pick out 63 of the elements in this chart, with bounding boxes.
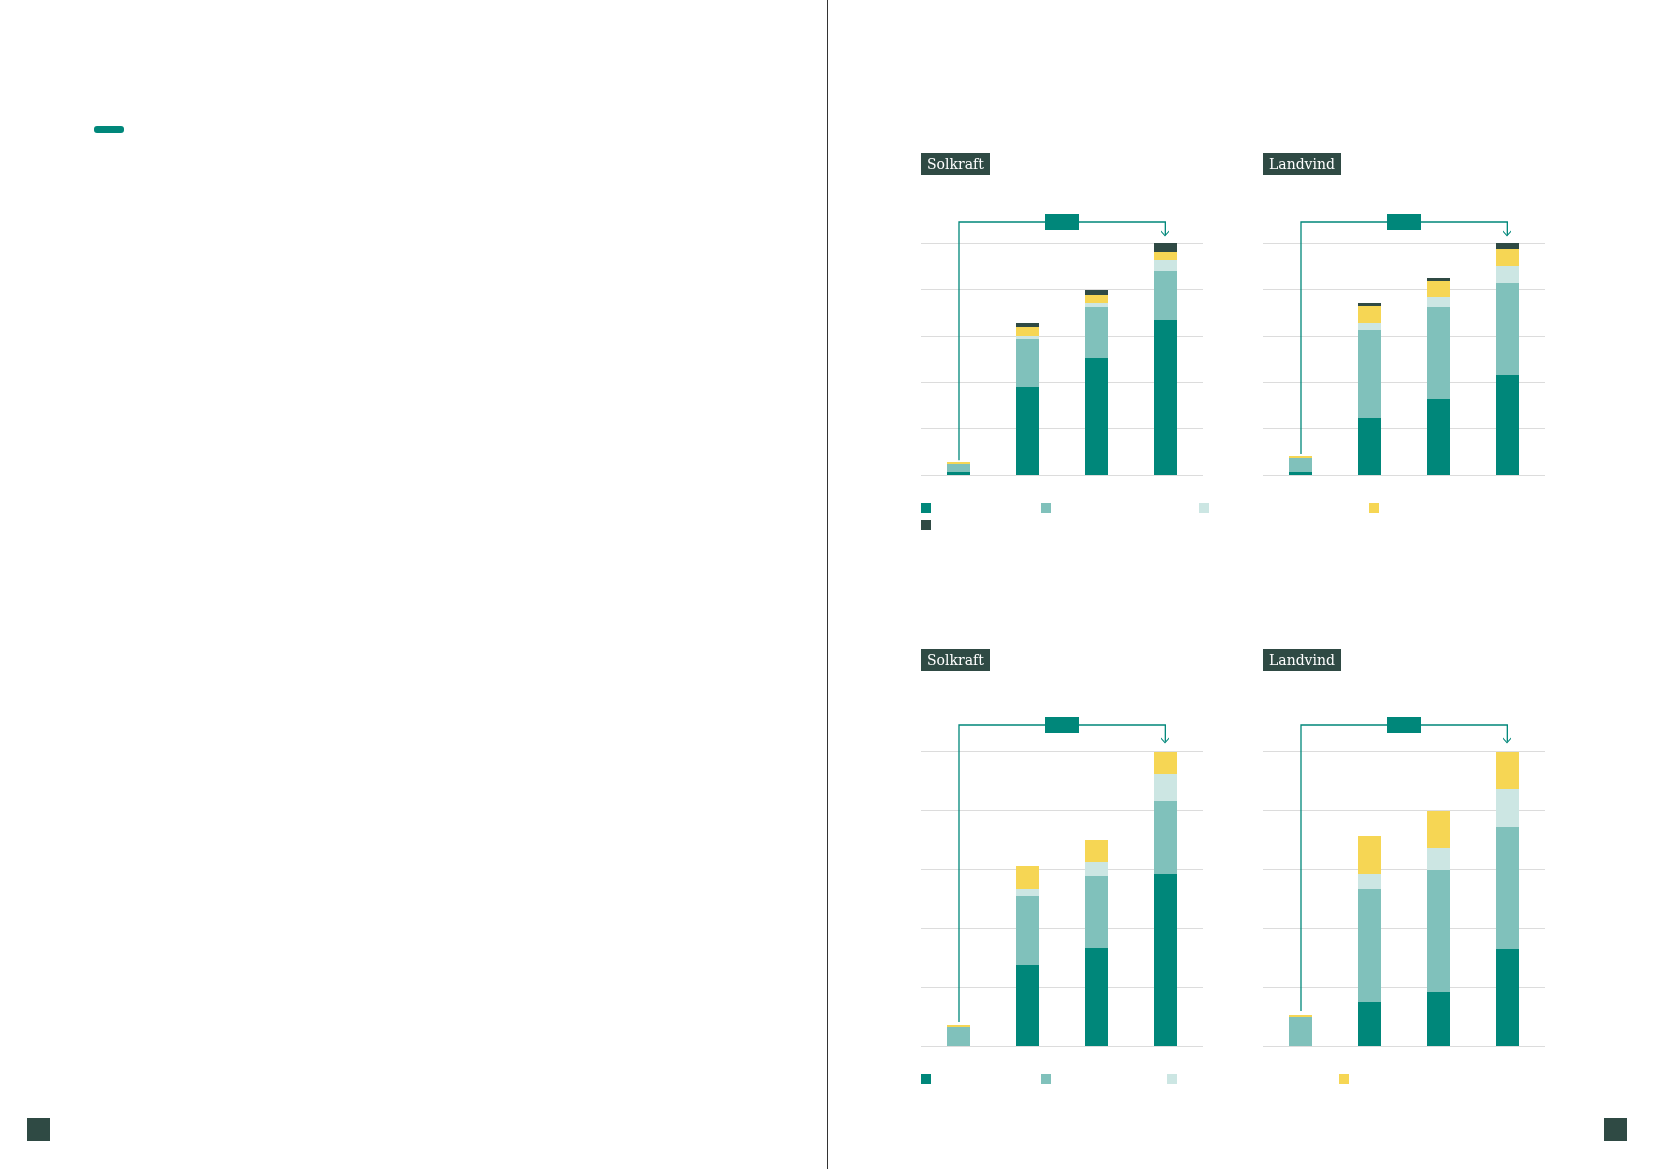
- bar: [1427, 870, 1450, 992]
- bar: [1495, 248, 1519, 266]
- bar: [1153, 271, 1177, 321]
- bar: [1153, 243, 1177, 252]
- bar: [1427, 307, 1450, 400]
- bar: [1495, 282, 1519, 376]
- bar: [1016, 964, 1039, 1046]
- bar: [1085, 306, 1108, 359]
- bar: [1085, 303, 1108, 307]
- bar: [1289, 457, 1313, 473]
- bar: [1016, 339, 1039, 388]
- bar: [1153, 800, 1177, 874]
- bar: [1495, 265, 1519, 283]
- bar: [1358, 323, 1381, 331]
- bar: [1358, 330, 1381, 419]
- bar: [1358, 888, 1381, 1002]
- bar: [1495, 243, 1519, 249]
- chart-title: Landvind: [1263, 649, 1341, 671]
- chart-title: Landvind: [1263, 153, 1341, 175]
- bar: [1085, 290, 1108, 295]
- bar: [1427, 280, 1450, 297]
- bar: [1358, 835, 1381, 874]
- bar: [1085, 358, 1108, 475]
- chart-title: Solkraft: [921, 153, 990, 175]
- bar: [1427, 810, 1450, 849]
- bar: [1495, 826, 1519, 949]
- bar: [1085, 862, 1108, 876]
- bar: [1289, 1016, 1313, 1046]
- bar: [1358, 418, 1381, 475]
- bar: [1495, 789, 1519, 827]
- bar: [1153, 320, 1177, 475]
- bar: [947, 463, 971, 472]
- bar: [1358, 302, 1381, 306]
- bar: [1427, 399, 1450, 475]
- bar: [1153, 260, 1177, 272]
- bar: [1358, 873, 1381, 889]
- bar: [1085, 875, 1108, 948]
- bar: [1289, 472, 1313, 475]
- bar: [1153, 251, 1177, 261]
- bar: [1153, 774, 1177, 801]
- bar: [1016, 327, 1039, 336]
- bar: [1495, 751, 1519, 790]
- bar: [1085, 947, 1108, 1046]
- bar: [1495, 948, 1519, 1046]
- bar: [1016, 323, 1039, 328]
- bar: [1427, 296, 1450, 308]
- bar: [947, 1027, 971, 1046]
- bar: [1153, 751, 1177, 775]
- bar: [1016, 865, 1039, 889]
- bar: [1427, 277, 1450, 281]
- bar: [1016, 387, 1039, 475]
- bar: [1495, 375, 1519, 475]
- bar: [1016, 895, 1039, 965]
- bar: [1358, 1001, 1381, 1046]
- bar: [1153, 873, 1177, 1046]
- bar: [1016, 888, 1039, 896]
- bar: [1427, 848, 1450, 871]
- bar: [1427, 991, 1450, 1046]
- bar: [1358, 305, 1381, 324]
- bar: [1085, 840, 1108, 863]
- chart-title: Solkraft: [921, 649, 990, 671]
- bar: [947, 471, 971, 475]
- bar: [1085, 294, 1108, 304]
